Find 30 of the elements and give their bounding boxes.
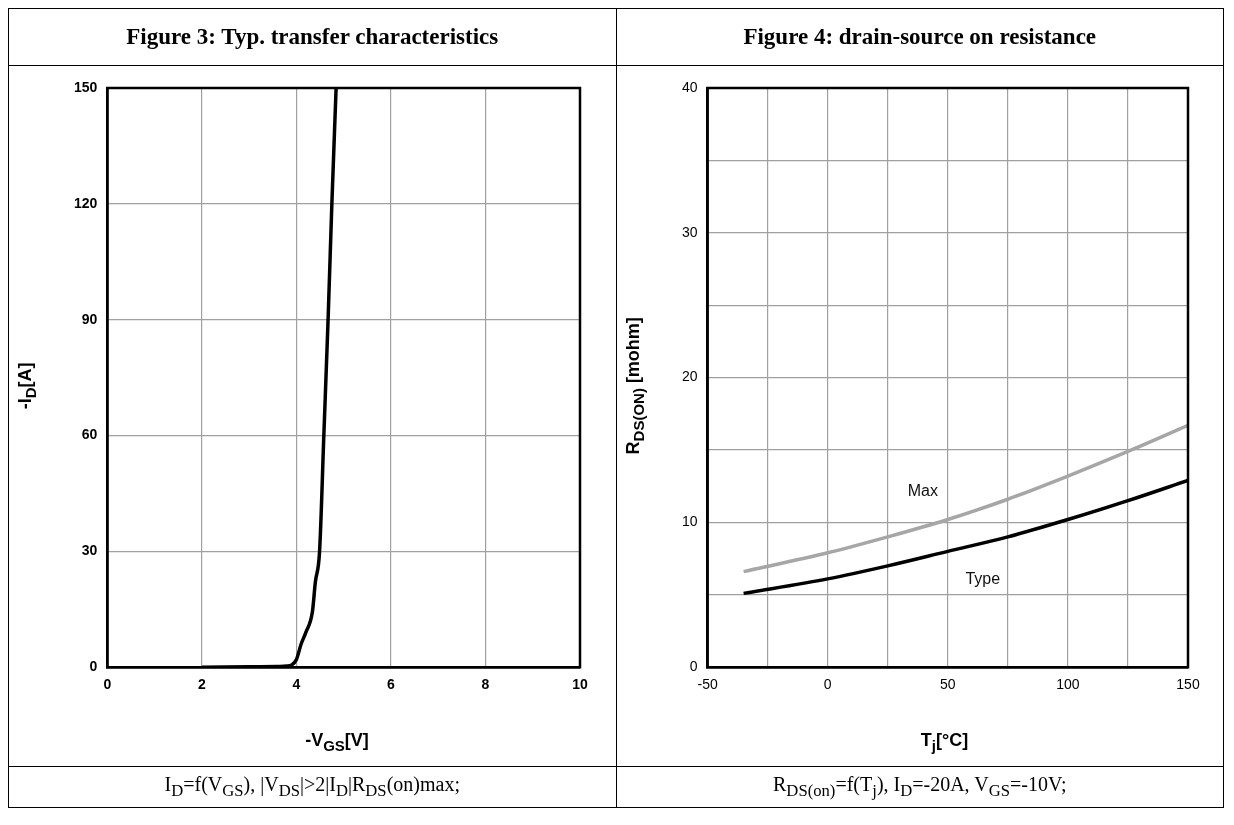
x-tick-label: 8 bbox=[481, 676, 490, 693]
y-tick-label: 120 bbox=[74, 194, 98, 211]
x-tick-label: 150 bbox=[1175, 676, 1200, 693]
x-tick-label: 50 bbox=[939, 676, 956, 693]
series-label: Max bbox=[907, 481, 938, 499]
chart-title: Figure 4: drain-source on resistance bbox=[743, 24, 1097, 49]
x-tick-label: 100 bbox=[1055, 676, 1080, 693]
x-tick-label: 10 bbox=[572, 676, 588, 693]
y-tick-label: 60 bbox=[81, 426, 98, 443]
x-tick-label: 0 bbox=[103, 676, 112, 693]
y-tick-label: 150 bbox=[74, 78, 98, 95]
x-tick-label: 2 bbox=[197, 676, 206, 693]
y-tick-label: 40 bbox=[681, 78, 698, 95]
y-tick-label: 10 bbox=[681, 513, 698, 530]
y-tick-label: 30 bbox=[681, 223, 698, 240]
x-tick-label: 4 bbox=[292, 676, 301, 693]
text: I$_{D}$=f(V$_{GS}$), |V$_{DS}$|>2|I$_{D}$|R$_{DS}$(on)max; bbox=[164, 773, 460, 800]
y-tick-label: 20 bbox=[681, 368, 698, 385]
text: R$_{DS(on)}$=f(T$_{j}$), I$_{D}$=-20A, V$_{GS}$=-10V; bbox=[773, 773, 1067, 800]
x-tick-label: 6 bbox=[387, 676, 396, 693]
x-tick-label: 0 bbox=[823, 676, 832, 693]
x-tick-label: -50 bbox=[696, 676, 718, 693]
y-tick-label: 90 bbox=[81, 310, 98, 327]
y-tick-label: 30 bbox=[81, 542, 98, 559]
chart-title: Figure 3: Typ. transfer characteristics bbox=[126, 24, 499, 49]
series-label: Type bbox=[964, 569, 1000, 587]
x-axis-title: -V$_{GS}$[V] bbox=[305, 730, 369, 754]
y-tick-label: 0 bbox=[689, 658, 698, 675]
y-tick-label: 0 bbox=[89, 658, 98, 675]
x-axis-title: T$_{j}$[°C] bbox=[920, 730, 969, 754]
